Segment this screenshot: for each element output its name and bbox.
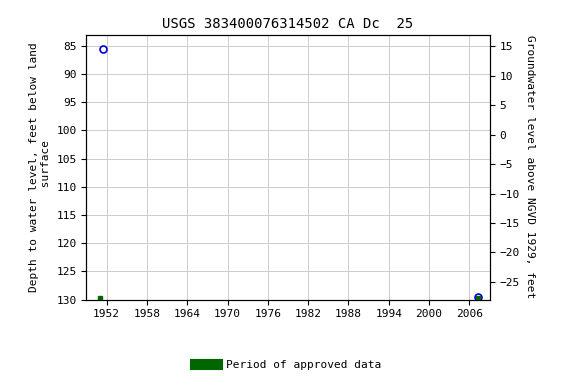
Legend: Period of approved data: Period of approved data — [191, 356, 385, 375]
Y-axis label: Groundwater level above NGVD 1929, feet: Groundwater level above NGVD 1929, feet — [525, 35, 535, 299]
Title: USGS 383400076314502 CA Dc  25: USGS 383400076314502 CA Dc 25 — [162, 17, 414, 31]
Y-axis label: Depth to water level, feet below land
 surface: Depth to water level, feet below land su… — [29, 42, 51, 292]
